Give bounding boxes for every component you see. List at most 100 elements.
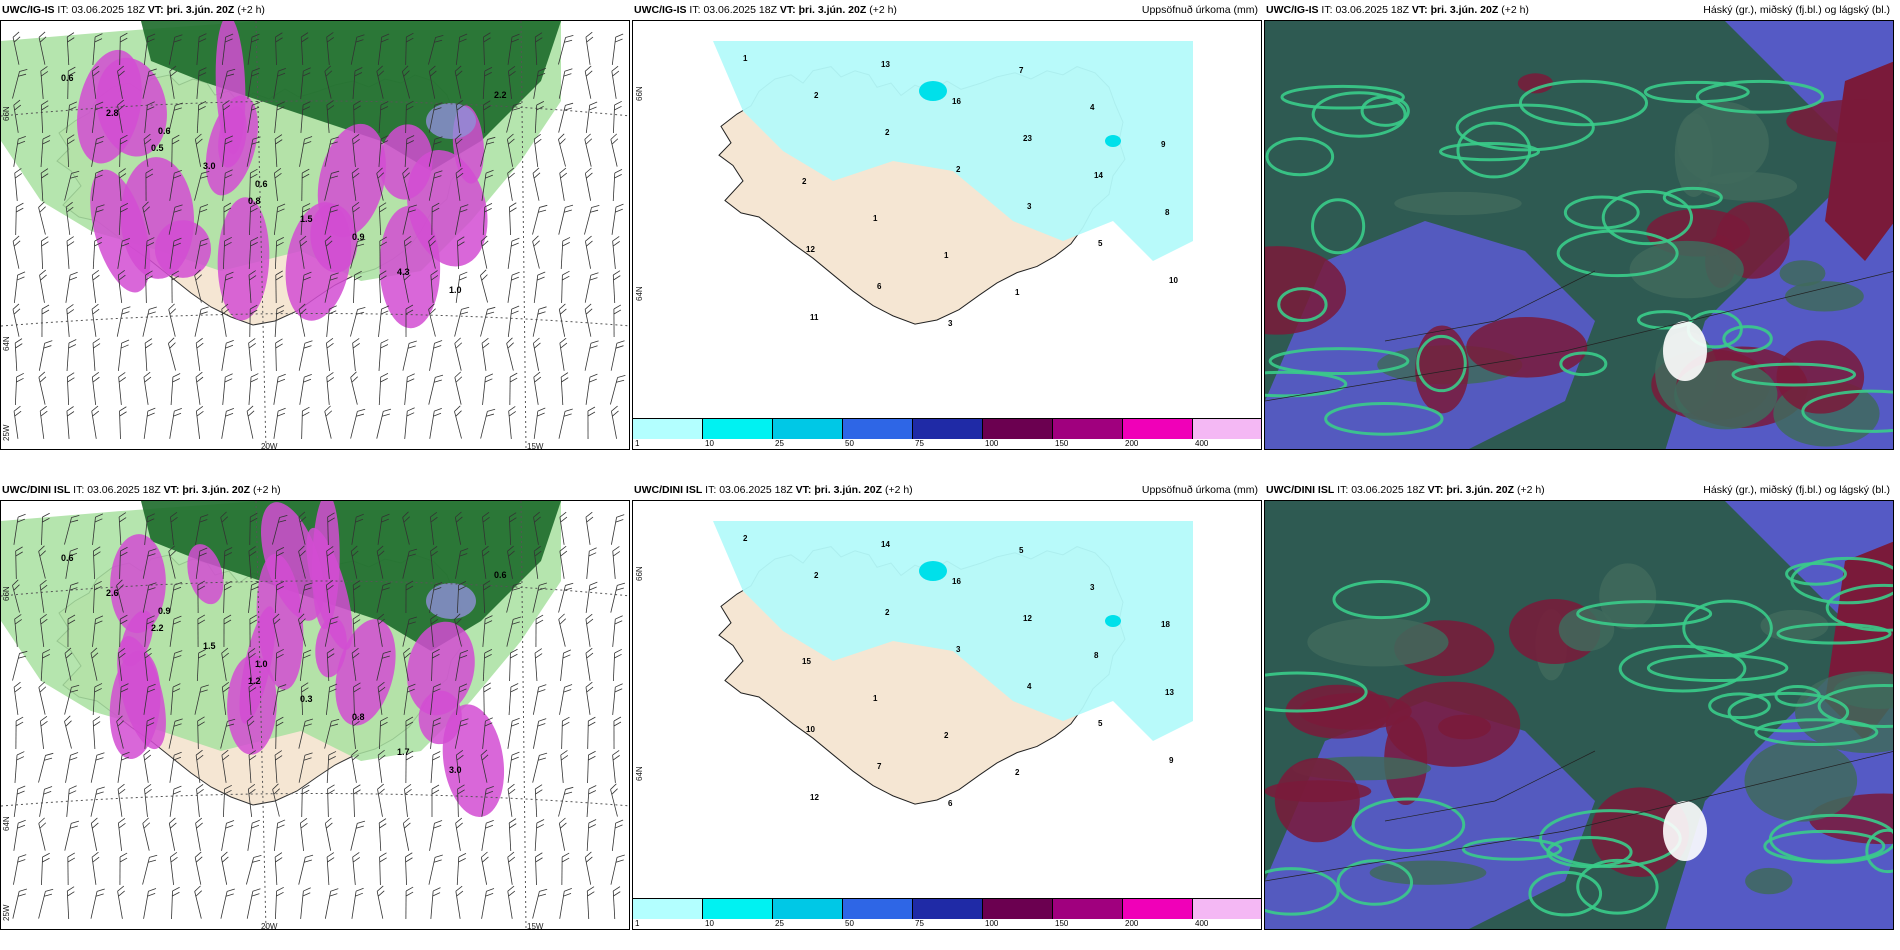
- panel-precip-igis: UWC/IG-IS IT: 03.06.2025 18Z VT: þri. 3.…: [632, 0, 1262, 450]
- forecast-offset: (+2 h): [869, 4, 897, 16]
- grid-label: 20W: [261, 442, 278, 450]
- precip-value-label: 0.9: [158, 606, 171, 616]
- grid-label: 15W: [527, 922, 544, 930]
- precip-value-label: 6: [948, 799, 953, 808]
- colorbar-label: 75: [915, 439, 924, 448]
- precip-value-label: 2: [814, 91, 819, 100]
- precip-value-label: 1.0: [449, 285, 462, 295]
- valid-time: þri. 3.jún. 20Z: [1446, 484, 1515, 496]
- panel-header: UWC/IG-IS IT: 03.06.2025 18Z VT: þri. 3.…: [0, 0, 630, 20]
- colorbar-segment: [1053, 899, 1123, 919]
- precip-map[interactable]: 2 2 2 3 4 5 9 12 14 16 12 8 13 10 7 6 5 3 18 15 1 2 2 66N 64N 1 10…: [632, 500, 1262, 930]
- init-time: 03.06.2025 18Z: [719, 484, 793, 496]
- precip-value-label: 10: [806, 725, 815, 734]
- precip-value-label: 5: [1098, 239, 1103, 248]
- field-title: Uppsöfnuð úrkoma (mm): [1141, 4, 1258, 16]
- precip-value-label: 4: [1027, 682, 1032, 691]
- colorbar: [633, 898, 1261, 919]
- field-title: Háský (gr.), miðský (fj.bl.) og lágský (…: [1703, 484, 1890, 496]
- colorbar-segment: [633, 899, 703, 919]
- colorbar-segment: [703, 899, 773, 919]
- precip-value-label: 1.5: [300, 214, 313, 224]
- init-label: IT:: [1337, 484, 1349, 496]
- colorbar-segment: [1193, 899, 1261, 919]
- precip-value-label: 0.6: [61, 553, 74, 563]
- precip-value-label: 2: [743, 534, 748, 543]
- cloud-map[interactable]: [1264, 500, 1894, 930]
- cloud-map[interactable]: [1264, 20, 1894, 450]
- colorbar-segment: [773, 419, 843, 439]
- forecast-offset: (+2 h): [237, 4, 265, 16]
- wind-map[interactable]: 0.6 0.6 0.6 0.9 1.0 2.8 3.0 1.5 4.3 2.2 0.5 0.8 66N 6…: [0, 20, 630, 450]
- colorbar: [633, 418, 1261, 439]
- precip-value-label: 3: [956, 645, 961, 654]
- panel-header: UWC/DINI ISL IT: 03.06.2025 18Z VT: þri.…: [1264, 480, 1894, 500]
- panel-header: UWC/DINI ISL IT: 03.06.2025 18Z VT: þri.…: [0, 480, 630, 500]
- precip-value-label: 0.6: [255, 179, 268, 189]
- colorbar-label: 150: [1055, 439, 1069, 448]
- colorbar-segment: [773, 899, 843, 919]
- grid-label: 20W: [261, 922, 278, 930]
- valid-label: VT:: [779, 4, 796, 16]
- valid-time: þri. 3.jún. 20Z: [1430, 4, 1499, 16]
- colorbar-label: 25: [775, 439, 784, 448]
- colorbar-labels: 1 10 25 50 75 100 150 200 400: [633, 439, 1261, 449]
- colorbar-segment: [1053, 419, 1123, 439]
- precip-value-label: 3: [948, 319, 953, 328]
- precip-value-label: 2.2: [494, 90, 507, 100]
- init-time: 03.06.2025 18Z: [703, 4, 777, 16]
- colorbar-label: 200: [1125, 439, 1139, 448]
- precip-value-label: 18: [1161, 620, 1170, 629]
- model-name: UWC/DINI ISL: [634, 484, 703, 496]
- precip-map[interactable]: 1 2 2 2 3 5 10 11 13 16 23 14 8 12 6 3 7 4 9 2 1 1 1 66N 64N 1 10 2…: [632, 20, 1262, 450]
- precip-value-label: 1: [1015, 288, 1020, 297]
- precip-value-label: 2: [944, 731, 949, 740]
- precip-value-label: 0.6: [494, 570, 507, 580]
- grid-label: 66N: [2, 586, 11, 601]
- precip-value-label: 0.6: [158, 126, 171, 136]
- colorbar-segment: [1123, 419, 1193, 439]
- precip-value-label: 12: [810, 793, 819, 802]
- colorbar-segment: [983, 419, 1053, 439]
- precip-value-label: 13: [1165, 688, 1174, 697]
- wind-map[interactable]: 0.6 0.9 1.0 0.8 3.0 2.6 1.5 0.3 1.7 0.6 2.2 1.2 66N 6…: [0, 500, 630, 930]
- precip-value-label: 16: [952, 97, 961, 106]
- precip-value-label: 9: [1161, 140, 1166, 149]
- precip-value-label: 10: [1169, 276, 1178, 285]
- precip-value-label: 1.7: [397, 747, 410, 757]
- init-label: IT:: [57, 4, 69, 16]
- valid-label: VT:: [795, 484, 812, 496]
- grid-label: 25W: [2, 904, 11, 921]
- precip-value-label: 3: [1027, 202, 1032, 211]
- model-name: UWC/IG-IS: [1266, 4, 1319, 16]
- colorbar-segment: [843, 419, 913, 439]
- precip-value-label: 23: [1023, 134, 1032, 143]
- grid-label: 66N: [2, 106, 11, 121]
- precip-value-label: 6: [877, 282, 882, 291]
- grid-label: 64N: [2, 336, 11, 351]
- colorbar-segment: [1193, 419, 1261, 439]
- precip-value-label: 2: [1015, 768, 1020, 777]
- colorbar-segment: [633, 419, 703, 439]
- precip-value-label: 5: [1098, 719, 1103, 728]
- precip-value-label: 12: [1023, 614, 1032, 623]
- precip-value-label: 3.0: [449, 765, 462, 775]
- forecast-offset: (+2 h): [252, 484, 281, 496]
- valid-label: VT:: [1411, 4, 1428, 16]
- valid-time: þri. 3.jún. 20Z: [814, 484, 883, 496]
- precip-value-label: 0.8: [352, 712, 365, 722]
- precip-value-label: 4.3: [397, 267, 410, 277]
- init-time: 03.06.2025 18Z: [87, 484, 161, 496]
- precip-value-label: 7: [1019, 66, 1024, 75]
- colorbar-segment: [1123, 899, 1193, 919]
- precip-value-label: 2: [885, 128, 890, 137]
- panel-wind-dini: UWC/DINI ISL IT: 03.06.2025 18Z VT: þri.…: [0, 480, 630, 930]
- precip-value-label: 4: [1090, 103, 1095, 112]
- precip-value-label: 2.6: [106, 588, 119, 598]
- model-name: UWC/IG-IS: [634, 4, 687, 16]
- precip-value-label: 1.0: [255, 659, 268, 669]
- panel-header: UWC/IG-IS IT: 03.06.2025 18Z VT: þri. 3.…: [1264, 0, 1894, 20]
- forecast-offset: (+2 h): [1516, 484, 1545, 496]
- forecast-offset: (+2 h): [1501, 4, 1529, 16]
- precip-value-label: 2: [956, 165, 961, 174]
